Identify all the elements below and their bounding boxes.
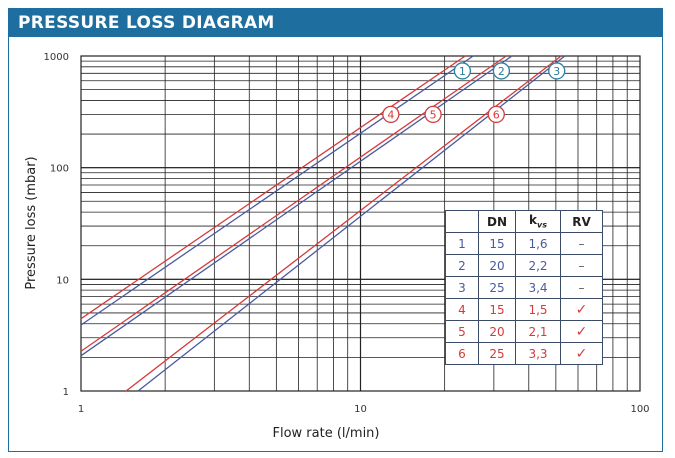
curve-label-5: 5 (430, 108, 437, 121)
y-tick-label: 1 (63, 387, 69, 398)
curve-label-4: 4 (387, 108, 394, 121)
table-cell-kvs: 2,2 (515, 254, 561, 277)
curve-labels: 1 2 3 4 5 6 (382, 62, 566, 124)
table-cell-index: 1 (445, 232, 479, 255)
table-cell-kvs: 1,5 (515, 298, 561, 321)
x-tick-label: 1 (78, 404, 84, 415)
table-cell-rv: ✓ (560, 298, 603, 321)
table-header-index (445, 210, 479, 233)
axis-ticks: 1 10 100 1 10 100 1000 (44, 52, 650, 415)
table-cell-rv: – (560, 254, 603, 277)
table-row: 1 15 1,6– (445, 232, 603, 255)
table-row: 4 15 1,5 ✓ (445, 298, 603, 321)
x-tick-label: 10 (354, 404, 367, 415)
curve-label-2: 2 (498, 65, 505, 78)
table-cell-dn: 25 (478, 276, 516, 299)
x-axis-label: Flow rate (l/min) (273, 426, 380, 441)
kvs-table: DN kvs RV 1 15 1,6–2 20 2,2–3 25 3,4–4 15 1,5 ✓ 5 2… (445, 210, 603, 365)
table-body: 1 15 1,6–2 20 2,2–3 25 3,4–4 15 1,5 ✓ 5 20 2,1 ✓ 6 25 3,… (445, 232, 603, 365)
table-cell-rv: ✓ (560, 320, 603, 343)
table-row: 6 25 3,3 ✓ (445, 342, 603, 365)
table-cell-dn: 20 (478, 254, 516, 277)
curve-label-3: 3 (553, 65, 560, 78)
curve-line-4 (80, 55, 466, 320)
table-header-kvs: kvs (515, 210, 561, 233)
header-bar: PRESSURE LOSS DIAGRAM (9, 9, 662, 37)
table-cell-index: 4 (445, 298, 479, 321)
curve-line-5 (80, 55, 507, 352)
page-title: PRESSURE LOSS DIAGRAM (18, 13, 275, 33)
table-row: 2 20 2,2– (445, 254, 603, 277)
table-header-row: DN kvs RV (445, 210, 603, 233)
x-tick-label: 100 (630, 404, 649, 415)
curve-label-circle-2 (492, 62, 511, 80)
table-row: 5 20 2,1 ✓ (445, 320, 603, 343)
table-row: 3 25 3,4– (445, 276, 603, 299)
table-cell-kvs: 3,4 (515, 276, 561, 299)
table-cell-dn: 20 (478, 320, 516, 343)
curve-label-circle-3 (548, 62, 566, 80)
curve-label-6: 6 (493, 108, 500, 121)
curve-label-circle-4 (382, 105, 400, 124)
table-cell-dn: 15 (478, 298, 516, 321)
table-cell-rv: ✓ (560, 342, 603, 365)
table-cell-index: 6 (445, 342, 479, 365)
table-cell-rv: – (560, 232, 603, 255)
y-tick-label: 100 (50, 164, 69, 175)
table-header-rv: RV (560, 210, 603, 233)
curve-label-circle-6 (487, 105, 505, 124)
table-cell-dn: 15 (478, 232, 516, 255)
table-cell-index: 2 (445, 254, 479, 277)
table-cell-kvs: 1,6 (515, 232, 561, 255)
y-tick-label: 10 (56, 275, 69, 286)
table-cell-index: 5 (445, 320, 479, 343)
table-cell-kvs: 2,1 (515, 320, 561, 343)
table-cell-kvs: 3,3 (515, 342, 561, 365)
curve-label-circle-1 (453, 62, 472, 80)
table-cell-index: 3 (445, 276, 479, 299)
curve-label-1: 1 (459, 65, 466, 78)
y-axis-label: Pressure loss (mbar) (24, 156, 39, 289)
curve-line-2 (80, 55, 513, 357)
table-cell-rv: – (560, 276, 603, 299)
table-cell-dn: 25 (478, 342, 516, 365)
curve-line-1 (80, 55, 474, 326)
curve-label-circle-5 (424, 105, 442, 124)
table-header-dn: DN (478, 210, 516, 233)
y-tick-label: 1000 (44, 52, 69, 63)
